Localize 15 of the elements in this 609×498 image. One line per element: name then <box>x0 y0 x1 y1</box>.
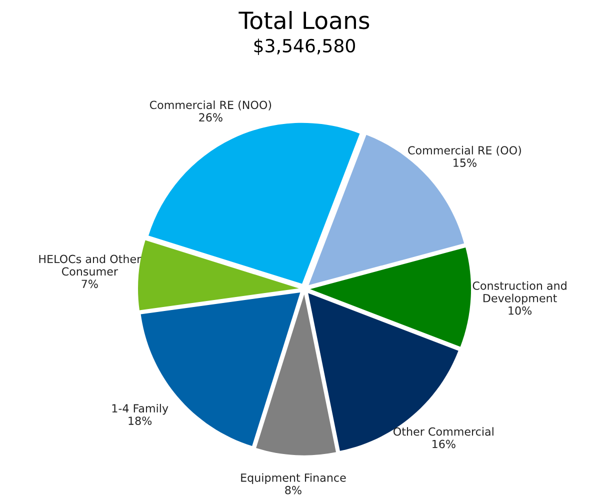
data-label: 10% <box>508 306 532 315</box>
slice-label: Commercial RE (NOO) <box>150 100 272 110</box>
data-label: 7% <box>82 280 98 288</box>
data-label: 15% <box>454 158 476 167</box>
chart-title: Total Loans <box>238 10 370 30</box>
chart-subtitle: $3,546,580 <box>254 38 355 55</box>
data-label: 16% <box>432 440 456 448</box>
slice-label: Equipment Finance <box>241 473 346 484</box>
slice-label: 1-4 Family <box>112 404 168 415</box>
slice-label: Other Commercial <box>394 427 494 436</box>
slice-label: Commercial RE (OO) <box>408 146 521 156</box>
data-label: 8% <box>285 486 302 494</box>
slice-label: Construction and Development <box>472 281 566 304</box>
data-label: 18% <box>128 416 152 425</box>
data-label: 26% <box>199 113 222 122</box>
